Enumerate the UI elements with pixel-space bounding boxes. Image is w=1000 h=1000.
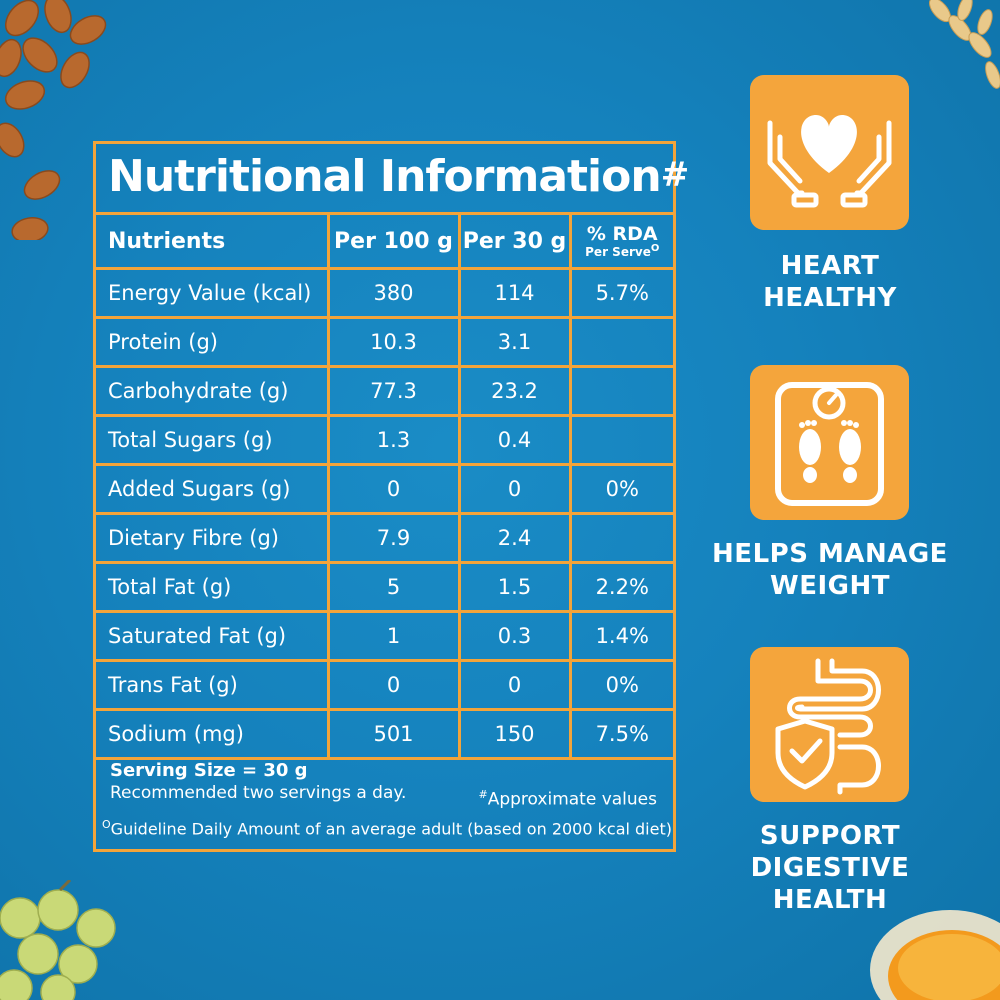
- table-row: Total Sugars (g) 1.3 0.4: [96, 414, 673, 466]
- title-text: Nutritional Information: [108, 151, 662, 202]
- table-row: Carbohydrate (g) 77.3 23.2: [96, 365, 673, 417]
- per100-value: 77.3: [326, 365, 461, 417]
- rda-value: 0%: [568, 659, 673, 711]
- per30-value: 150: [457, 708, 572, 760]
- gda-text: Guideline Daily Amount of an average adu…: [110, 819, 672, 839]
- per30-value: 0: [457, 659, 572, 711]
- header-per-30g: Per 30 g: [457, 215, 572, 270]
- nutrient-name: Carbohydrate (g): [96, 365, 330, 417]
- per100-value: 380: [326, 267, 461, 319]
- per30-value: 3.1: [457, 316, 572, 368]
- title-footnote-mark: #: [660, 155, 689, 195]
- rda-value: 5.7%: [568, 267, 673, 319]
- panel-footer: Serving Size = 30 g Recommended two serv…: [96, 746, 673, 849]
- oat-stalk-image: [929, 0, 1000, 89]
- almonds-image: [0, 0, 107, 240]
- rda-value: 1.4%: [568, 610, 673, 662]
- per30-value: 114: [457, 267, 572, 319]
- per100-value: 1.3: [326, 414, 461, 466]
- rda-value: 2.2%: [568, 561, 673, 613]
- badge-line: WEIGHT: [770, 571, 890, 601]
- header-rda: % RDA Per ServeO: [568, 215, 674, 270]
- badge-line: SUPPORT: [759, 821, 901, 851]
- nutrient-name: Dietary Fibre (g): [96, 512, 330, 564]
- badge-label-weight: HELPS MANAGE WEIGHT: [690, 538, 970, 602]
- nutrient-name: Total Fat (g): [96, 561, 330, 613]
- nutrient-name: Saturated Fat (g): [96, 610, 330, 662]
- per30-value: 0.4: [457, 414, 572, 466]
- nutrition-panel: Nutritional Information# Nutrients Per 1…: [93, 141, 689, 852]
- rda-value: [568, 316, 673, 368]
- rda-value: [568, 512, 673, 564]
- table-header-row: Nutrients Per 100 g Per 30 g % RDA Per S…: [96, 215, 674, 270]
- rda-value: [568, 365, 673, 417]
- per100-value: 5: [326, 561, 461, 613]
- grapes-image: [0, 880, 116, 1000]
- per100-value: 7.9: [326, 512, 461, 564]
- recommended-servings: Recommended two servings a day.: [110, 783, 407, 803]
- gda-mark: O: [102, 818, 111, 831]
- per30-value: 1.5: [457, 561, 572, 613]
- header-rda-sub: Per ServeO: [572, 242, 674, 259]
- table-row: Dietary Fibre (g) 7.9 2.4: [96, 512, 673, 564]
- table-row: Sodium (mg) 501 150 7.5%: [96, 708, 673, 760]
- approximate-values-note: #Approximate values: [478, 788, 657, 810]
- badge-line: HELPS MANAGE: [712, 539, 948, 569]
- per30-value: 0: [457, 463, 572, 515]
- header-per-100g: Per 100 g: [326, 215, 461, 270]
- badge-line: DIGESTIVE HEALTH: [750, 853, 910, 915]
- heart-hands-icon: [750, 75, 909, 230]
- table-row: Total Fat (g) 5 1.5 2.2%: [96, 561, 673, 613]
- per30-value: 2.4: [457, 512, 572, 564]
- panel-title: Nutritional Information#: [96, 144, 689, 215]
- digestive-shield-icon: [750, 647, 909, 802]
- serving-size: Serving Size = 30 g: [110, 760, 308, 781]
- table-row: Protein (g) 10.3 3.1: [96, 316, 673, 368]
- per100-value: 501: [326, 708, 461, 760]
- table-row: Trans Fat (g) 0 0 0%: [96, 659, 673, 711]
- header-rda-sub-mark: O: [650, 242, 660, 254]
- nutrient-name: Protein (g): [96, 316, 330, 368]
- nutrient-name: Added Sugars (g): [96, 463, 330, 515]
- nutrient-name: Trans Fat (g): [96, 659, 330, 711]
- header-rda-label: % RDA: [586, 222, 658, 245]
- table-row: Energy Value (kcal) 380 114 5.7%: [96, 267, 673, 319]
- rda-value: [568, 414, 673, 466]
- gda-note: OGuideline Daily Amount of an average ad…: [102, 818, 672, 838]
- approx-text: Approximate values: [487, 789, 657, 810]
- table-row: Saturated Fat (g) 1 0.3 1.4%: [96, 610, 673, 662]
- nutrient-name: Total Sugars (g): [96, 414, 330, 466]
- badge-line: HEART: [780, 251, 880, 281]
- badge-label-digestive: SUPPORT DIGESTIVE HEALTH: [690, 820, 970, 916]
- approx-mark: #: [478, 788, 488, 801]
- per100-value: 10.3: [326, 316, 461, 368]
- weighing-scale-icon: [750, 365, 909, 520]
- header-rda-sub-text: Per Serve: [585, 244, 651, 259]
- badge-line: HEALTHY: [763, 283, 897, 313]
- rda-value: 0%: [568, 463, 673, 515]
- header-nutrients: Nutrients: [96, 215, 330, 270]
- per100-value: 1: [326, 610, 461, 662]
- per100-value: 0: [326, 463, 461, 515]
- per30-value: 0.3: [457, 610, 572, 662]
- nutrition-table: Nutrients Per 100 g Per 30 g % RDA Per S…: [96, 215, 673, 760]
- honey-jar-image: [870, 910, 1000, 1000]
- per30-value: 23.2: [457, 365, 572, 417]
- nutrient-name: Sodium (mg): [96, 708, 330, 760]
- table-row: Added Sugars (g) 0 0 0%: [96, 463, 673, 515]
- badge-label-heart: HEART HEALTHY: [690, 250, 970, 314]
- rda-value: 7.5%: [568, 708, 673, 760]
- per100-value: 0: [326, 659, 461, 711]
- nutrient-name: Energy Value (kcal): [96, 267, 330, 319]
